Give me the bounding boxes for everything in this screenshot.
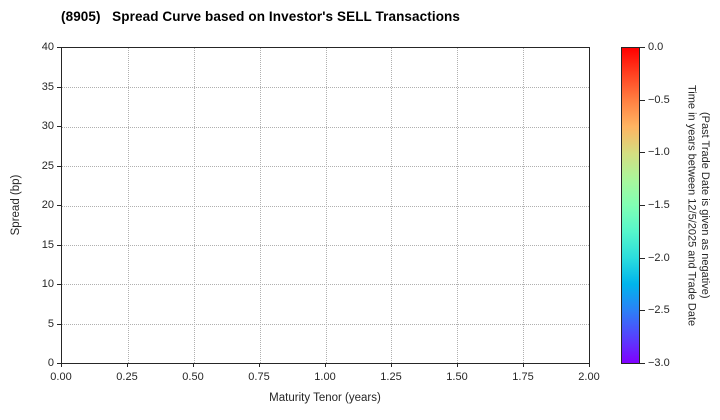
x-tick-mark xyxy=(523,364,524,367)
colorbar-tick-label: −2.5 xyxy=(648,304,670,317)
colorbar-tick-label: −1.0 xyxy=(648,146,670,159)
x-tick-label: 0.25 xyxy=(116,371,138,383)
colorbar-label-line2: (Past Trade Date is given as negative) xyxy=(699,112,711,299)
y-axis-label: Spread (bp) xyxy=(10,174,22,236)
colorbar-tick-label: −1.5 xyxy=(648,199,670,211)
y-tick-label: 25 xyxy=(41,159,54,172)
x-tick-label: 1.25 xyxy=(380,371,402,383)
colorbar-tick-label: −3.0 xyxy=(648,357,670,369)
x-tick-label: 1.75 xyxy=(512,371,534,383)
x-tick-label: 0.00 xyxy=(50,371,72,383)
x-tick-label: 1.00 xyxy=(314,371,336,383)
x-tick-mark xyxy=(457,364,458,367)
plot-area xyxy=(61,47,590,364)
colorbar-tick-mark xyxy=(640,152,645,154)
chart-title: (8905) Spread Curve based on Investor's … xyxy=(61,9,460,24)
colorbar-tick-mark xyxy=(640,257,645,259)
y-tick-label: 10 xyxy=(41,278,54,290)
colorbar-tick-mark xyxy=(640,310,645,312)
y-gridline xyxy=(62,126,589,128)
y-tick-label: 30 xyxy=(41,120,54,132)
colorbar-gradient xyxy=(621,47,640,364)
colorbar-tick-label: −2.0 xyxy=(648,251,670,264)
y-gridline xyxy=(62,284,589,286)
colorbar-tick-label: −0.5 xyxy=(648,93,670,106)
x-tick-label: 2.00 xyxy=(578,371,600,383)
colorbar-label-line1: Time in years between 12/5/2025 and Trad… xyxy=(685,84,698,327)
x-tick-mark xyxy=(325,364,326,367)
y-gridline xyxy=(62,87,589,89)
colorbar-tick-mark xyxy=(640,99,645,101)
y-tick-label: 0 xyxy=(47,357,54,369)
x-tick-label: 0.50 xyxy=(182,371,204,383)
colorbar-tick-mark xyxy=(640,205,645,206)
colorbar-axis-label: Time in years between 12/5/2025 and Trad… xyxy=(684,47,712,364)
y-gridline xyxy=(62,323,589,325)
x-tick-mark xyxy=(391,364,392,367)
x-tick-mark xyxy=(259,364,260,367)
y-gridline xyxy=(62,205,589,207)
x-axis-label: Maturity Tenor (years) xyxy=(269,392,381,404)
y-gridline xyxy=(62,166,589,168)
colorbar-tick-mark xyxy=(640,47,645,48)
y-tick-label: 20 xyxy=(41,199,54,211)
x-tick-mark xyxy=(193,364,194,367)
y-tick-label: 40 xyxy=(41,41,54,53)
x-tick-label: 1.50 xyxy=(446,371,468,383)
x-tick-mark xyxy=(127,364,128,367)
x-tick-mark xyxy=(61,364,62,367)
colorbar-tick-label: 0.0 xyxy=(648,41,664,53)
y-tick-label: 5 xyxy=(47,317,54,330)
x-tick-mark xyxy=(589,364,590,367)
y-tick-label: 15 xyxy=(41,238,54,251)
y-tick-label: 35 xyxy=(41,80,54,93)
y-gridline xyxy=(62,244,589,246)
x-tick-label: 0.75 xyxy=(248,371,270,383)
colorbar-tick-mark xyxy=(640,363,645,364)
